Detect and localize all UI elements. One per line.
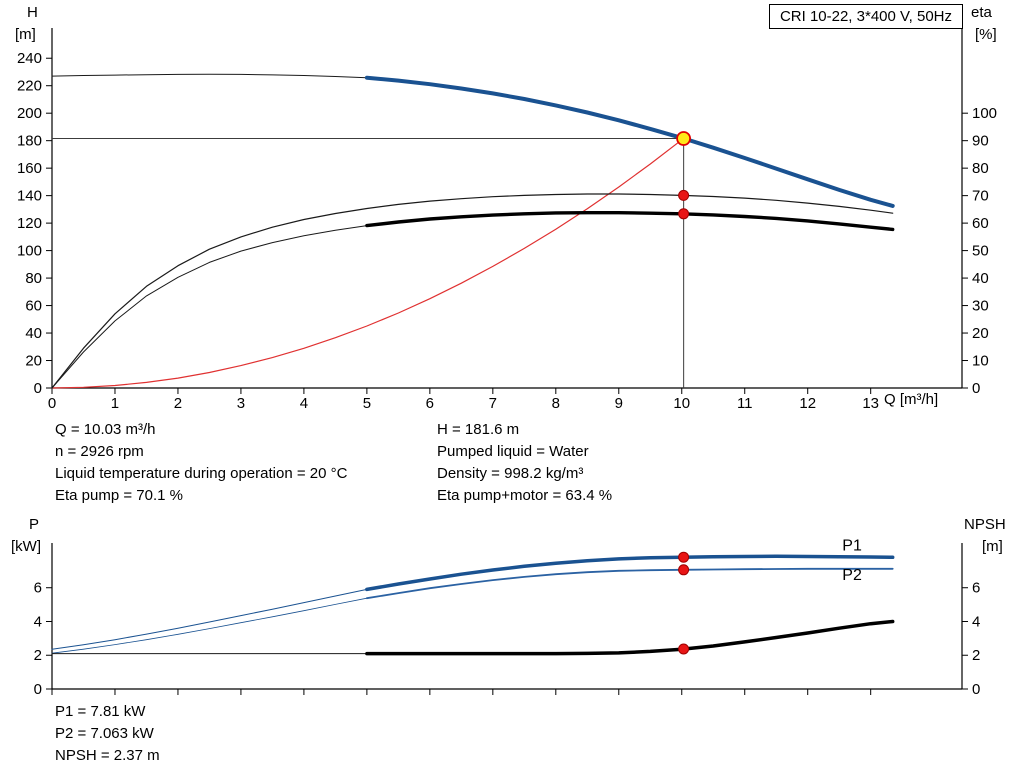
info-eta-pump: Eta pump = 70.1 %	[55, 487, 183, 504]
y-left-tick-label: 40	[25, 325, 42, 342]
info-eta-pump-motor: Eta pump+motor = 63.4 %	[437, 487, 613, 504]
y-right-tick-label: 2	[972, 647, 980, 664]
y-left-tick-label: 6	[34, 580, 42, 597]
x-tick-label: 1	[111, 395, 119, 412]
y-left-tick-label: 140	[17, 188, 42, 205]
y-left-tick-label: 0	[34, 380, 42, 397]
info-temperature: Liquid temperature during operation = 20…	[55, 465, 348, 482]
h-axis-label: H	[27, 4, 38, 21]
x-tick-label: 0	[48, 395, 56, 412]
x-tick-label: 9	[615, 395, 623, 412]
chart-group-0: 0204060801001201401601802002202400102030…	[17, 28, 997, 412]
x-tick-label: 3	[237, 395, 245, 412]
p1-curve	[365, 554, 895, 592]
y-right-tick-label: 0	[972, 380, 980, 397]
y-left-tick-label: 2	[34, 647, 42, 664]
y-right-tick-label: 50	[972, 243, 989, 260]
y-left-tick-label: 220	[17, 78, 42, 95]
x-tick-label: 6	[426, 395, 434, 412]
x-tick-label: 5	[363, 395, 371, 412]
eta-axis-label: eta	[971, 4, 992, 21]
y-left-tick-label: 20	[25, 353, 42, 370]
p2-curve	[365, 567, 894, 600]
y-left-tick-label: 60	[25, 298, 42, 315]
y-right-tick-label: 6	[972, 580, 980, 597]
npsh-axis-label: NPSH	[964, 516, 1006, 533]
head-curve	[364, 75, 895, 208]
duty-point-marker[interactable]	[676, 131, 691, 146]
system-curve	[51, 137, 685, 389]
y-left-tick-label: 0	[34, 681, 42, 698]
eta-pump-motor-point-marker	[678, 208, 690, 220]
y-right-tick-label: 30	[972, 298, 989, 315]
info-flow: Q = 10.03 m³/h	[55, 421, 156, 438]
chart-group-1: 0 2 4 6 0 2 4 6 P1 P2	[34, 538, 981, 698]
p1-point-marker	[678, 551, 690, 563]
info-head: H = 181.6 m	[437, 421, 520, 438]
y-left-tick-label: 100	[17, 243, 42, 260]
eta-pump-motor-thin	[51, 225, 368, 389]
series-label-p1: P1	[842, 538, 862, 555]
y-right-tick-label: 80	[972, 160, 989, 177]
npsh-point-marker	[678, 643, 690, 655]
result-block: P1 = 7.81 kW P2 = 7.063 kW NPSH = 2.37 m	[55, 701, 160, 767]
eta-pump-curve	[51, 193, 894, 389]
y-left-tick-label: 120	[17, 215, 42, 232]
x-tick-label: 7	[489, 395, 497, 412]
result-p2: P2 = 7.063 kW	[55, 725, 154, 742]
y-right-tick-label: 90	[972, 133, 989, 150]
p-axis-unit: [kW]	[11, 538, 41, 555]
x-tick-label: 2	[174, 395, 182, 412]
result-npsh: NPSH = 2.37 m	[55, 747, 160, 764]
eta-pump-point-marker	[678, 189, 690, 201]
x-tick-label: 4	[300, 395, 308, 412]
y-right-tick-label: 0	[972, 681, 980, 698]
result-p1: P1 = 7.81 kW	[55, 703, 146, 720]
y-right-tick-label: 20	[972, 325, 989, 342]
y-left-tick-label: 180	[17, 133, 42, 150]
info-density: Density = 998.2 kg/m³	[437, 465, 584, 482]
head-curve-thin	[51, 73, 368, 79]
pump-title-box: CRI 10-22, 3*400 V, 50Hz	[768, 4, 963, 29]
y-left-tick-label: 200	[17, 105, 42, 122]
y-left-tick-label: 80	[25, 270, 42, 287]
y-right-tick-label: 60	[972, 215, 989, 232]
p1-curve-thin	[51, 588, 368, 650]
y-left-tick-label: 160	[17, 160, 42, 177]
x-tick-label: 12	[799, 395, 816, 412]
y-right-tick-label: 10	[972, 353, 989, 370]
p2-curve-thin	[51, 597, 368, 654]
eta-axis-unit: [%]	[975, 26, 997, 43]
info-speed: n = 2926 rpm	[55, 443, 144, 460]
duty-info-left: Q = 10.03 m³/h n = 2926 rpm Liquid tempe…	[55, 419, 347, 507]
npsh-curve	[365, 619, 895, 656]
y-right-tick-label: 100	[972, 105, 997, 122]
y-right-tick-label: 40	[972, 270, 989, 287]
y-left-tick-label: 4	[34, 613, 42, 630]
eta-pump-motor-curve	[365, 210, 895, 232]
x-tick-label: 10	[673, 395, 690, 412]
y-right-tick-label: 70	[972, 188, 989, 205]
p-axis-label: P	[29, 516, 40, 533]
x-tick-label: 13	[862, 395, 879, 412]
info-liquid: Pumped liquid = Water	[437, 443, 589, 460]
y-left-tick-label: 240	[17, 50, 42, 67]
duty-info-right: H = 181.6 m Pumped liquid = Water Densit…	[437, 419, 612, 507]
x-tick-label: 11	[737, 395, 753, 412]
p2-point-marker	[678, 564, 690, 576]
q-axis-label: Q [m³/h]	[884, 391, 939, 408]
y-right-tick-label: 4	[972, 613, 980, 630]
x-tick-label: 8	[552, 395, 560, 412]
series-label-p2: P2	[842, 567, 862, 584]
npsh-axis-unit: [m]	[982, 538, 1003, 555]
h-axis-unit: [m]	[15, 26, 36, 43]
